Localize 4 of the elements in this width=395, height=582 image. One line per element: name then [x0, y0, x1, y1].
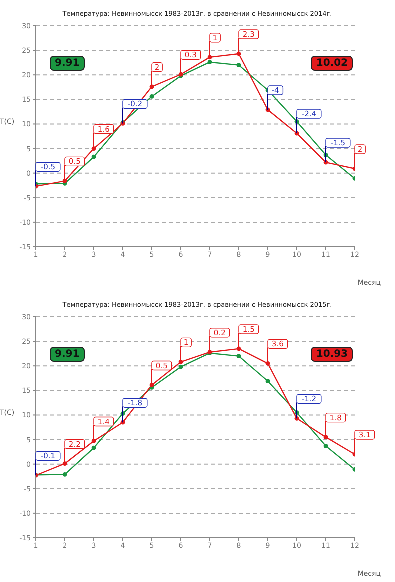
annotation: 9.91: [50, 56, 85, 71]
annotation: 10.93: [311, 347, 353, 362]
annotation: 10.02: [311, 56, 353, 71]
annotation: 9.91: [50, 347, 85, 362]
